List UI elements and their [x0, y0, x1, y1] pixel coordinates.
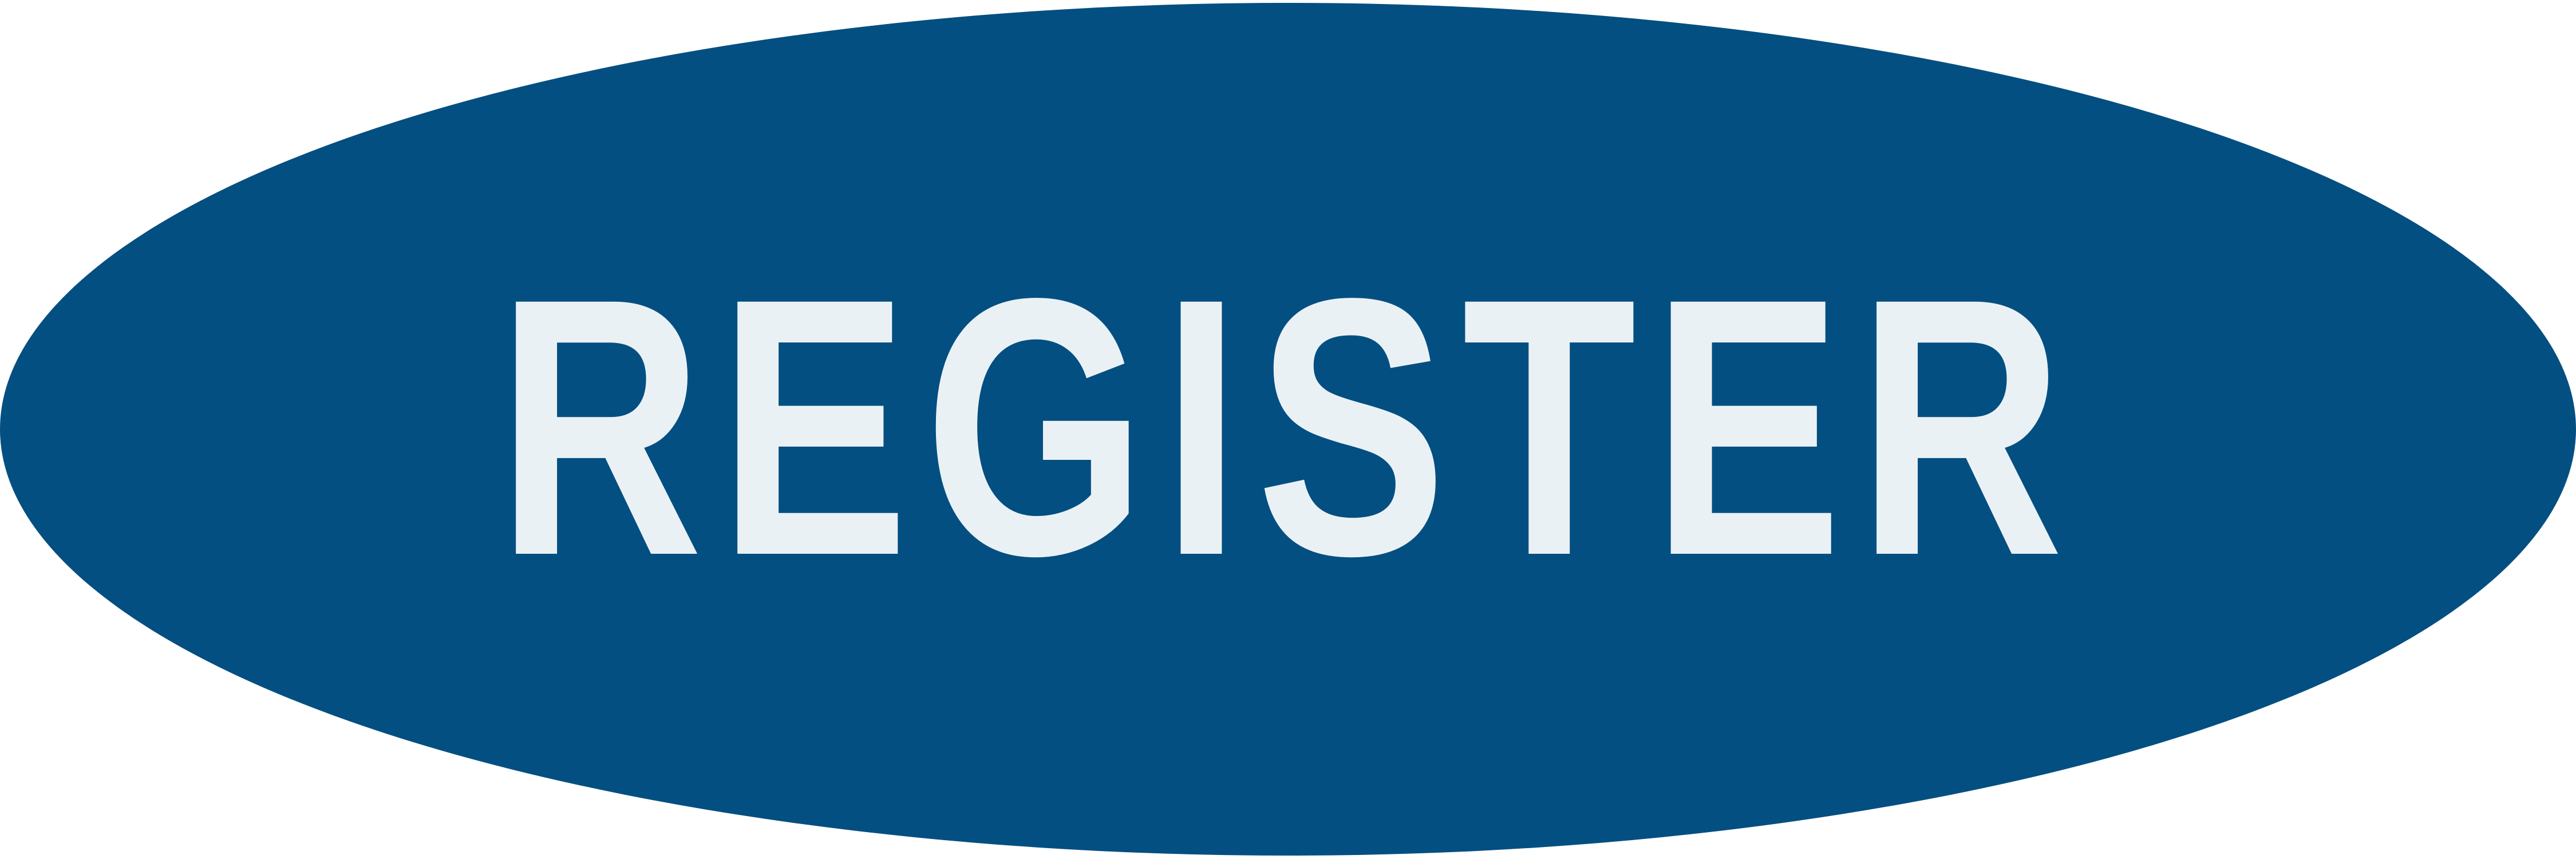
- register-button-label: REGISTER: [497, 222, 2079, 632]
- register-button[interactable]: REGISTER: [0, 3, 2576, 856]
